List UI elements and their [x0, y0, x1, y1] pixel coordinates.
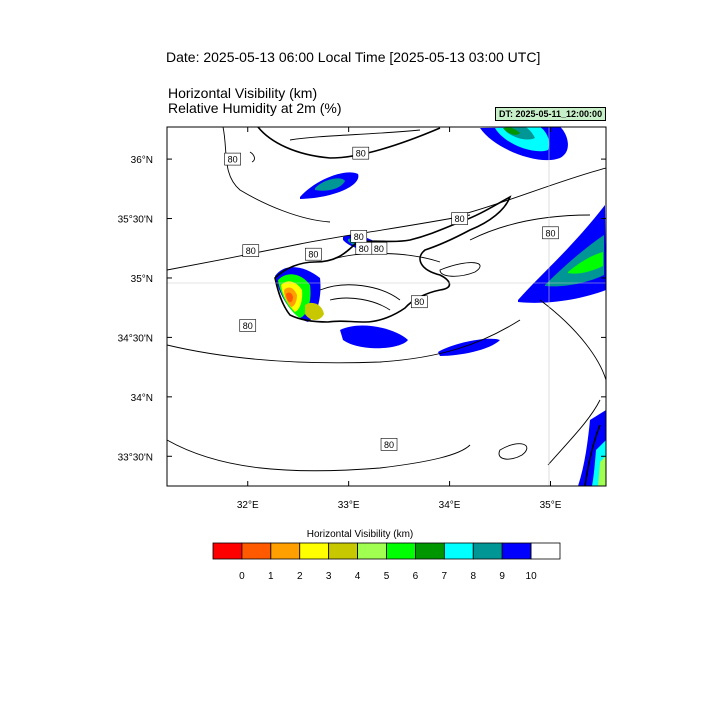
contour-label: 80: [305, 247, 322, 261]
colorbar-swatch: [299, 542, 330, 560]
contour-label: 80: [410, 295, 428, 309]
x-tick-label: 34°E: [439, 500, 461, 511]
contour-label: 80: [355, 241, 373, 255]
colorbar-label: 6: [413, 571, 419, 582]
legend-title: Horizontal Visibility (km): [306, 529, 414, 540]
svg-text:80: 80: [384, 440, 394, 450]
contour-label: 80: [239, 319, 257, 332]
contour-label: 80: [370, 241, 388, 255]
x-axis: 32°E 33°E 34°E 35°E: [237, 127, 562, 511]
contour-label: 80: [242, 244, 260, 257]
colorbar-swatch: [270, 542, 301, 560]
coastlines: [257, 127, 601, 486]
dt-badge: DT: 2025-05-11_12:00:00: [495, 107, 607, 121]
contour-label: 80: [542, 226, 559, 240]
contour-label: 80: [224, 152, 241, 166]
y-tick-label: 35°N: [131, 274, 153, 285]
map-frame: [166, 126, 607, 487]
y-tick-label: 33°30'N: [118, 452, 153, 463]
svg-text:80: 80: [374, 244, 384, 254]
svg-text:80: 80: [243, 321, 253, 331]
colorbar-swatch: [212, 542, 243, 560]
contour-label: 80: [380, 438, 398, 451]
map-plot-area: 80 80 80 80 80 80 80 80 80 80 80 80: [167, 127, 606, 486]
svg-text:80: 80: [228, 155, 238, 165]
visibility-colorbar: 0 1 2 3 4 5 6 7 8 9 10: [212, 542, 561, 582]
svg-text:80: 80: [354, 232, 364, 242]
colorbar-label: 1: [268, 571, 274, 582]
colorbar-swatch: [472, 542, 503, 560]
colorbar-label: 4: [355, 571, 361, 582]
colorbar-label: 3: [326, 571, 332, 582]
colorbar-swatch: [443, 542, 474, 560]
svg-text:80: 80: [356, 149, 366, 159]
colorbar-label: 10: [526, 571, 538, 582]
y-tick-label: 34°30'N: [118, 333, 153, 344]
colorbar-label: 0: [239, 571, 245, 582]
graticule: [167, 127, 606, 486]
y-axis: 36°N 35°30'N 35°N 34°30'N 34°N 33°30'N: [118, 155, 606, 463]
contour-label: 80: [352, 146, 370, 160]
x-tick-label: 35°E: [540, 500, 562, 511]
colorbar-swatch: [501, 542, 532, 560]
colorbar-swatch: [241, 542, 272, 560]
svg-text:80: 80: [246, 246, 256, 256]
colorbar-label: 7: [442, 571, 448, 582]
colorbar-swatch: [357, 542, 387, 560]
contour-label: 80: [451, 212, 468, 225]
y-tick-label: 35°30'N: [118, 215, 153, 226]
colorbar-swatch: [328, 542, 358, 560]
colorbar-label: 8: [470, 571, 476, 582]
svg-text:80: 80: [545, 228, 555, 238]
colorbar-label: 2: [297, 571, 303, 582]
colorbar-label: 5: [384, 571, 390, 582]
humidity-contours: [167, 127, 606, 472]
visibility-shading: [275, 127, 606, 486]
svg-text:80: 80: [308, 250, 318, 260]
date-title: Date: 2025-05-13 06:00 Local Time [2025-…: [166, 49, 541, 65]
variable-title-humidity: Relative Humidity at 2m (%): [168, 100, 342, 116]
svg-text:80: 80: [455, 214, 465, 224]
svg-text:80: 80: [414, 297, 424, 307]
y-tick-label: 36°N: [131, 155, 153, 166]
variable-title-visibility: Horizontal Visibility (km): [168, 85, 318, 101]
colorbar-label: 9: [499, 571, 505, 582]
svg-text:80: 80: [359, 244, 369, 254]
colorbar-swatch: [386, 542, 416, 560]
colorbar-swatch: [415, 542, 445, 560]
contour-labels: 80 80 80 80 80 80 80 80 80 80 80 80: [224, 146, 559, 451]
x-tick-label: 32°E: [237, 500, 259, 511]
contour-label: 80: [350, 230, 368, 243]
colorbar-swatch: [530, 542, 561, 560]
x-tick-label: 33°E: [338, 500, 360, 511]
y-tick-label: 34°N: [131, 393, 153, 404]
